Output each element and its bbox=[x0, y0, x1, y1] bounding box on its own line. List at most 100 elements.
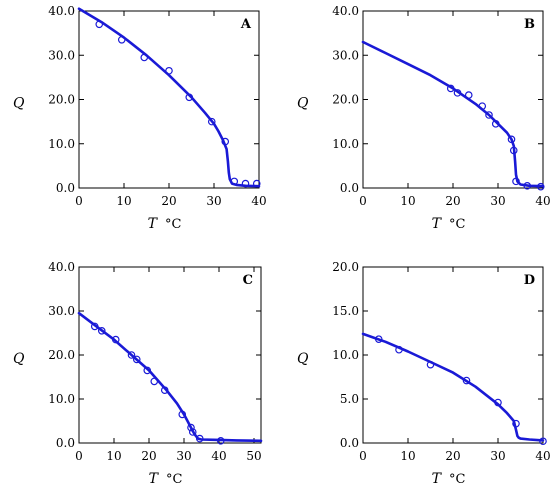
x-axis-label: T bbox=[149, 471, 160, 487]
x-tick-label: 10 bbox=[400, 449, 415, 463]
data-point bbox=[178, 410, 187, 419]
panel-title: D bbox=[524, 273, 535, 288]
x-tick-label: 20 bbox=[445, 194, 460, 208]
data-point bbox=[512, 177, 520, 186]
x-axis-label: T bbox=[432, 471, 443, 487]
x-tick-label: 40 bbox=[251, 194, 266, 208]
data-point bbox=[195, 434, 204, 443]
x-tick-label: 40 bbox=[535, 449, 550, 463]
data-point bbox=[464, 91, 473, 99]
panel-title: C bbox=[243, 273, 253, 288]
y-axis-label: Q bbox=[297, 96, 309, 112]
plot-frame bbox=[362, 266, 544, 444]
data-point bbox=[160, 386, 169, 395]
y-tick-label: 30.0 bbox=[48, 304, 75, 318]
data-point bbox=[485, 111, 493, 119]
x-tick-label: 30 bbox=[206, 194, 221, 208]
data-point bbox=[241, 179, 250, 188]
data-point bbox=[536, 182, 545, 191]
y-tick-label: 5.0 bbox=[340, 392, 359, 406]
x-tick-label: 20 bbox=[141, 449, 156, 463]
fit-curve bbox=[77, 7, 261, 188]
data-point bbox=[111, 335, 120, 344]
data-point bbox=[95, 20, 104, 29]
y-axis-label: Q bbox=[297, 351, 309, 367]
panel-title: A bbox=[240, 17, 252, 32]
y-tick-label: 40.0 bbox=[48, 4, 75, 18]
x-tick-label: 10 bbox=[106, 449, 121, 463]
y-tick-label: 0.0 bbox=[340, 436, 359, 450]
data-point bbox=[97, 326, 106, 335]
y-tick-label: 10.0 bbox=[332, 348, 359, 362]
x-axis-unit: °C bbox=[449, 217, 466, 232]
chart-panel-b: 0 10 20 30 40 0.0 10.0 20.0 30.0 40.0 Q T °C B bbox=[297, 4, 550, 232]
data-point bbox=[117, 35, 126, 44]
data-point bbox=[509, 146, 518, 155]
data-point bbox=[165, 66, 173, 75]
data-point bbox=[140, 53, 149, 62]
x-tick-label: 20 bbox=[445, 449, 460, 463]
x-tick-label: 10 bbox=[400, 194, 415, 208]
chart-panel-c: 0 10 20 30 40 50 0.0 10.0 20.0 30.0 40.0 Q T °C C bbox=[13, 260, 263, 487]
x-tick-label: 10 bbox=[116, 194, 131, 208]
y-tick-label: 10.0 bbox=[48, 392, 75, 406]
fit-curve bbox=[361, 332, 545, 442]
data-point bbox=[252, 179, 261, 188]
fit-curve bbox=[77, 311, 263, 443]
x-tick-label: 30 bbox=[176, 449, 191, 463]
y-tick-label: 40.0 bbox=[332, 4, 359, 18]
data-point bbox=[185, 93, 194, 102]
chart-panel-d: 0 10 20 30 40 0.0 5.0 10.0 15.0 20.0 Q T °C D bbox=[297, 260, 550, 487]
x-axis-label: T bbox=[148, 216, 159, 232]
x-tick-label: 0 bbox=[75, 449, 83, 463]
data-point bbox=[150, 377, 159, 386]
y-tick-label: 0.0 bbox=[56, 436, 75, 450]
y-axis-label: Q bbox=[13, 96, 25, 112]
data-point bbox=[494, 398, 502, 407]
x-axis-unit: °C bbox=[449, 472, 466, 487]
data-point bbox=[188, 428, 197, 436]
y-tick-label: 30.0 bbox=[48, 48, 75, 62]
x-axis-label: T bbox=[432, 216, 443, 232]
y-tick-label: 15.0 bbox=[332, 304, 359, 318]
data-point bbox=[143, 366, 152, 375]
fit-curve bbox=[361, 40, 545, 188]
x-tick-label: 40 bbox=[211, 449, 226, 463]
data-point bbox=[216, 436, 225, 445]
x-tick-label: 50 bbox=[246, 449, 261, 463]
data-point bbox=[207, 117, 216, 126]
data-point bbox=[539, 437, 547, 446]
x-tick-label: 0 bbox=[359, 449, 367, 463]
data-point bbox=[446, 84, 455, 93]
plot-frame bbox=[78, 10, 260, 189]
y-tick-label: 20.0 bbox=[332, 260, 359, 274]
x-tick-label: 0 bbox=[359, 194, 367, 208]
data-point bbox=[453, 89, 462, 97]
y-axis-label: Q bbox=[13, 351, 25, 367]
x-tick-label: 20 bbox=[161, 194, 176, 208]
x-tick-label: 30 bbox=[490, 449, 505, 463]
data-point bbox=[512, 419, 520, 428]
y-tick-label: 20.0 bbox=[332, 93, 359, 107]
data-point bbox=[491, 120, 500, 128]
plot-frame bbox=[78, 266, 262, 444]
data-point bbox=[395, 345, 403, 354]
y-tick-label: 10.0 bbox=[332, 137, 359, 151]
y-tick-label: 10.0 bbox=[48, 137, 75, 151]
x-tick-label: 0 bbox=[75, 194, 83, 208]
data-point bbox=[426, 360, 435, 369]
y-tick-label: 30.0 bbox=[332, 48, 359, 62]
data-point bbox=[523, 181, 532, 190]
x-axis-unit: °C bbox=[166, 472, 183, 487]
data-point bbox=[221, 137, 230, 146]
x-axis-unit: °C bbox=[165, 217, 182, 232]
data-point bbox=[132, 355, 141, 364]
data-point bbox=[127, 351, 136, 359]
panel-title: B bbox=[524, 17, 535, 32]
y-tick-label: 20.0 bbox=[48, 93, 75, 107]
data-point bbox=[462, 376, 471, 385]
data-point bbox=[230, 177, 239, 186]
chart-panel-a: 0 10 20 30 40 0.0 10.0 20.0 30.0 40.0 Q T °C A bbox=[13, 4, 267, 232]
x-tick-label: 40 bbox=[535, 194, 550, 208]
